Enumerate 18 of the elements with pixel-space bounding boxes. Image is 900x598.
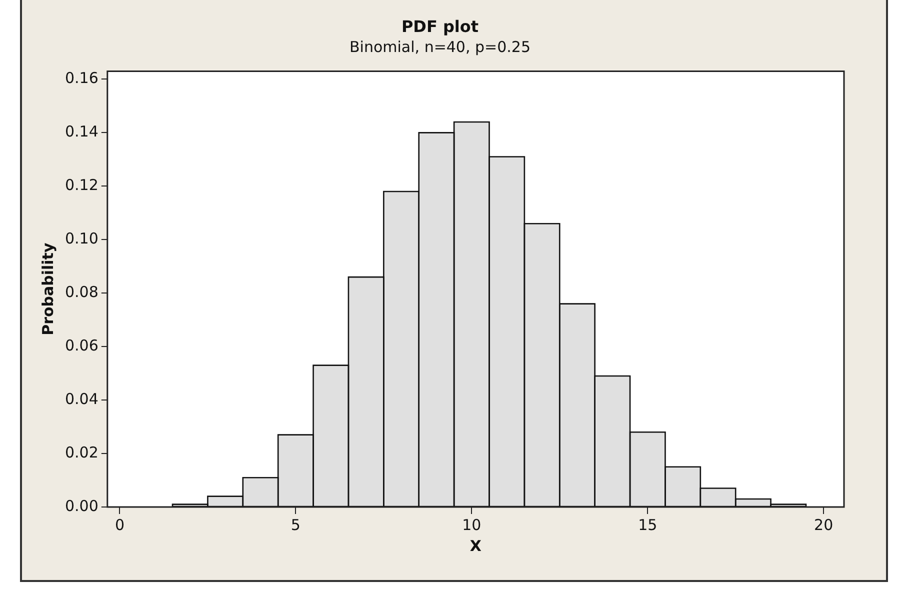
y-tick-label: 0.12: [64, 176, 98, 194]
y-tick-label: 0.04: [64, 390, 98, 408]
y-tick-label: 0.10: [64, 230, 98, 248]
x-tick-label: 5: [290, 516, 300, 534]
x-tick-label: 20: [814, 516, 834, 534]
y-axis-title: Probability: [38, 242, 57, 336]
x-tick-label: 0: [114, 516, 124, 534]
y-tick-label: 0.16: [64, 69, 98, 88]
x-tick-label: 15: [638, 516, 658, 534]
y-tick-label: 0.00: [64, 496, 98, 515]
x-tick-label: 10: [462, 516, 482, 534]
y-tick-label: 0.02: [64, 443, 98, 462]
y-tick-label: 0.08: [64, 283, 98, 301]
y-tick-label: 0.06: [64, 336, 98, 354]
x-axis-title: X: [470, 536, 482, 555]
y-tick-label: 0.14: [64, 122, 98, 141]
chart-subtitle: Binomial, n=40, p=0.25: [349, 38, 531, 56]
chart-title: PDF plot: [401, 16, 479, 36]
